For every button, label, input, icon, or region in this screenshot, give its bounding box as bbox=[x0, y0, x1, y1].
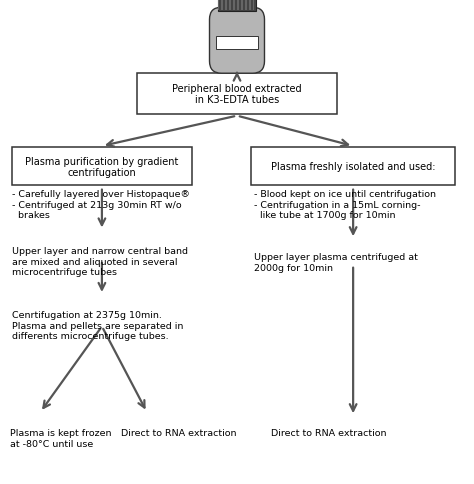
Bar bbox=[225, 0, 227, 11]
Bar bbox=[216, 36, 258, 50]
Bar bbox=[137, 74, 337, 115]
Bar bbox=[251, 148, 455, 186]
Text: Peripheral blood extracted
in K3-EDTA tubes: Peripheral blood extracted in K3-EDTA tu… bbox=[172, 84, 302, 105]
Bar bbox=[249, 0, 250, 11]
Text: Direct to RNA extraction: Direct to RNA extraction bbox=[121, 428, 237, 438]
Bar bbox=[245, 0, 246, 11]
Bar bbox=[229, 0, 231, 11]
Bar bbox=[12, 148, 192, 186]
Text: - Blood kept on ice until centrifugation
- Centrifugation in a 15mL corning-
  l: - Blood kept on ice until centrifugation… bbox=[254, 190, 436, 219]
FancyBboxPatch shape bbox=[210, 8, 264, 74]
Bar bbox=[221, 0, 223, 11]
Bar bbox=[241, 0, 243, 11]
Text: - Carefully layered over Histopaque®
- Centrifuged at 213g 30min RT w/o
  brakes: - Carefully layered over Histopaque® - C… bbox=[12, 190, 190, 219]
Bar bbox=[218, 0, 256, 12]
Bar bbox=[237, 0, 239, 11]
Text: Direct to RNA extraction: Direct to RNA extraction bbox=[271, 428, 387, 438]
Bar bbox=[233, 0, 235, 11]
Text: Plasma purification by gradient
centrifugation: Plasma purification by gradient centrifu… bbox=[25, 156, 179, 178]
Text: Cenrtifugation at 2375g 10min.
Plasma and pellets are separated in
differents mi: Cenrtifugation at 2375g 10min. Plasma an… bbox=[12, 311, 183, 340]
Text: Upper layer plasma centrifuged at
2000g for 10min: Upper layer plasma centrifuged at 2000g … bbox=[254, 253, 418, 272]
Bar bbox=[253, 0, 255, 11]
Text: Plasma is kept frozen
at -80°C until use: Plasma is kept frozen at -80°C until use bbox=[10, 428, 112, 448]
Text: Upper layer and narrow central band
are mixed and aliquoted in several
microcent: Upper layer and narrow central band are … bbox=[12, 247, 188, 276]
Text: Plasma freshly isolated and used:: Plasma freshly isolated and used: bbox=[271, 162, 436, 172]
Bar bbox=[218, 0, 219, 11]
